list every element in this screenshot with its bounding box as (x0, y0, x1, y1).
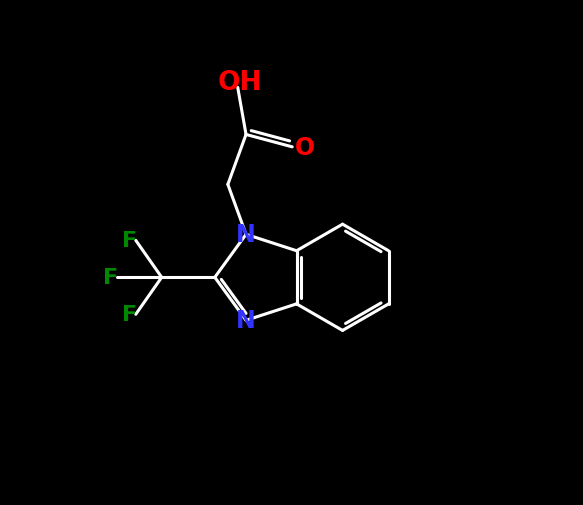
Text: N: N (236, 309, 256, 333)
Text: F: F (122, 305, 137, 325)
Text: N: N (236, 223, 256, 247)
Text: OH: OH (218, 70, 262, 96)
Text: O: O (295, 135, 315, 160)
Text: F: F (122, 231, 137, 251)
Text: F: F (103, 268, 118, 288)
